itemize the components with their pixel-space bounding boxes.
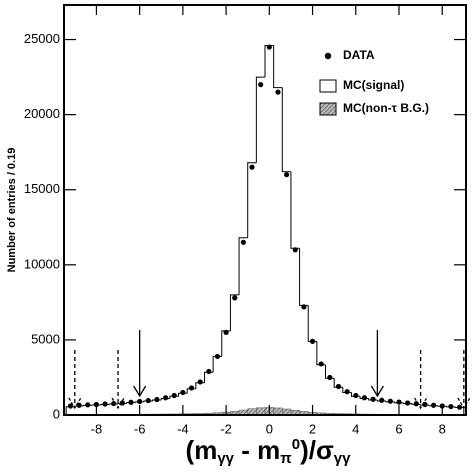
data-point — [379, 397, 385, 403]
data-point — [240, 239, 246, 245]
cut-arrow — [68, 350, 82, 410]
y-tick-label: 15000 — [24, 181, 60, 196]
data-point — [370, 396, 376, 402]
data-point — [258, 81, 264, 88]
x-tick-label: 4 — [352, 421, 359, 436]
mc-step — [281, 87, 291, 173]
x-tick-label: -4 — [177, 421, 189, 436]
cut-arrow-part — [111, 397, 125, 410]
mc-step — [316, 341, 326, 366]
x-tick-label: 0 — [266, 421, 273, 436]
data-point — [119, 400, 125, 406]
bg-bar — [256, 407, 266, 416]
cut-arrow — [414, 350, 428, 410]
data-point — [197, 379, 203, 385]
data-point — [387, 398, 393, 404]
x-label-part: - m — [234, 435, 280, 465]
cut-arrow — [133, 330, 147, 398]
y-tick-label: 0 — [53, 406, 60, 421]
mc-step — [307, 305, 317, 342]
data-point — [292, 247, 298, 253]
legend-marker — [324, 52, 332, 60]
x-tick-label: -2 — [220, 421, 232, 436]
cut-arrow-part — [68, 397, 82, 410]
x-label-part: )/σ — [300, 435, 334, 465]
data-point — [353, 392, 359, 399]
mc-step — [238, 237, 248, 295]
y-axis-label: Number of entries / 0.19 — [6, 148, 18, 273]
data-point — [405, 400, 411, 406]
x-label-part: π — [280, 450, 292, 467]
data-point — [67, 403, 74, 409]
data-point — [171, 392, 177, 399]
mc-step — [273, 45, 283, 89]
data-point — [214, 353, 221, 360]
legend-label: DATA — [343, 48, 375, 62]
data-point — [162, 395, 169, 401]
data-point — [396, 399, 402, 405]
mc-step — [299, 248, 309, 306]
data-point — [309, 338, 316, 345]
x-tick-label: 6 — [395, 421, 402, 436]
data-point — [448, 403, 454, 410]
x-tick-label: 2 — [309, 421, 316, 436]
data-point — [327, 374, 333, 381]
data-point — [430, 402, 437, 408]
data-point — [137, 398, 143, 405]
data-point — [232, 295, 238, 301]
legend-label: MC(non-τ B.G.) — [343, 101, 429, 115]
data-point — [344, 389, 350, 395]
mc-step — [229, 294, 240, 331]
cut-arrow-part — [133, 385, 147, 398]
data-point — [266, 44, 272, 50]
data-point — [154, 396, 160, 403]
data-point — [275, 89, 281, 95]
data-point — [93, 401, 100, 408]
data-point — [284, 172, 290, 178]
x-tick-label: -6 — [134, 421, 146, 436]
y-tick-label: 10000 — [24, 256, 60, 271]
x-label-part: 0 — [292, 436, 300, 453]
x-axis-label: (mγγ - mπ0)/σγγ — [186, 435, 352, 467]
legend-label: MC(signal) — [343, 78, 404, 92]
data-point — [318, 361, 324, 367]
bg-bar — [273, 407, 283, 416]
x-tick-label: -8 — [91, 421, 103, 436]
cut-arrow-part — [370, 385, 384, 398]
mc-step — [247, 162, 257, 238]
legend-marker — [319, 79, 337, 93]
mc-step — [255, 76, 265, 163]
x-tick-label: 8 — [439, 421, 446, 436]
legend-marker — [319, 102, 337, 116]
data-point — [206, 368, 212, 375]
x-label-part: (m — [186, 435, 218, 465]
mc-step — [264, 45, 274, 78]
data-point — [361, 395, 368, 401]
plot-frame — [63, 4, 467, 416]
data-point — [456, 404, 463, 410]
cut-arrow — [111, 350, 125, 410]
x-label-part: γγ — [334, 450, 351, 467]
data-point — [249, 164, 255, 170]
data-point — [128, 399, 134, 405]
cut-arrow-part — [414, 397, 428, 410]
x-label-part: γγ — [217, 450, 234, 467]
cut-arrow-part — [457, 397, 471, 410]
cut-arrow — [370, 330, 384, 398]
y-tick-label: 25000 — [24, 31, 60, 46]
data-point — [335, 383, 342, 390]
data-point — [102, 401, 108, 407]
y-tick-label: 20000 — [24, 106, 60, 121]
data-point — [180, 389, 186, 396]
y-tick-label: 5000 — [31, 331, 60, 346]
data-point — [188, 385, 195, 391]
cut-arrow — [457, 350, 471, 410]
data-point — [301, 304, 307, 310]
data-point — [85, 402, 91, 408]
data-point — [223, 329, 229, 335]
mc-step — [290, 171, 300, 249]
data-point — [145, 397, 151, 404]
